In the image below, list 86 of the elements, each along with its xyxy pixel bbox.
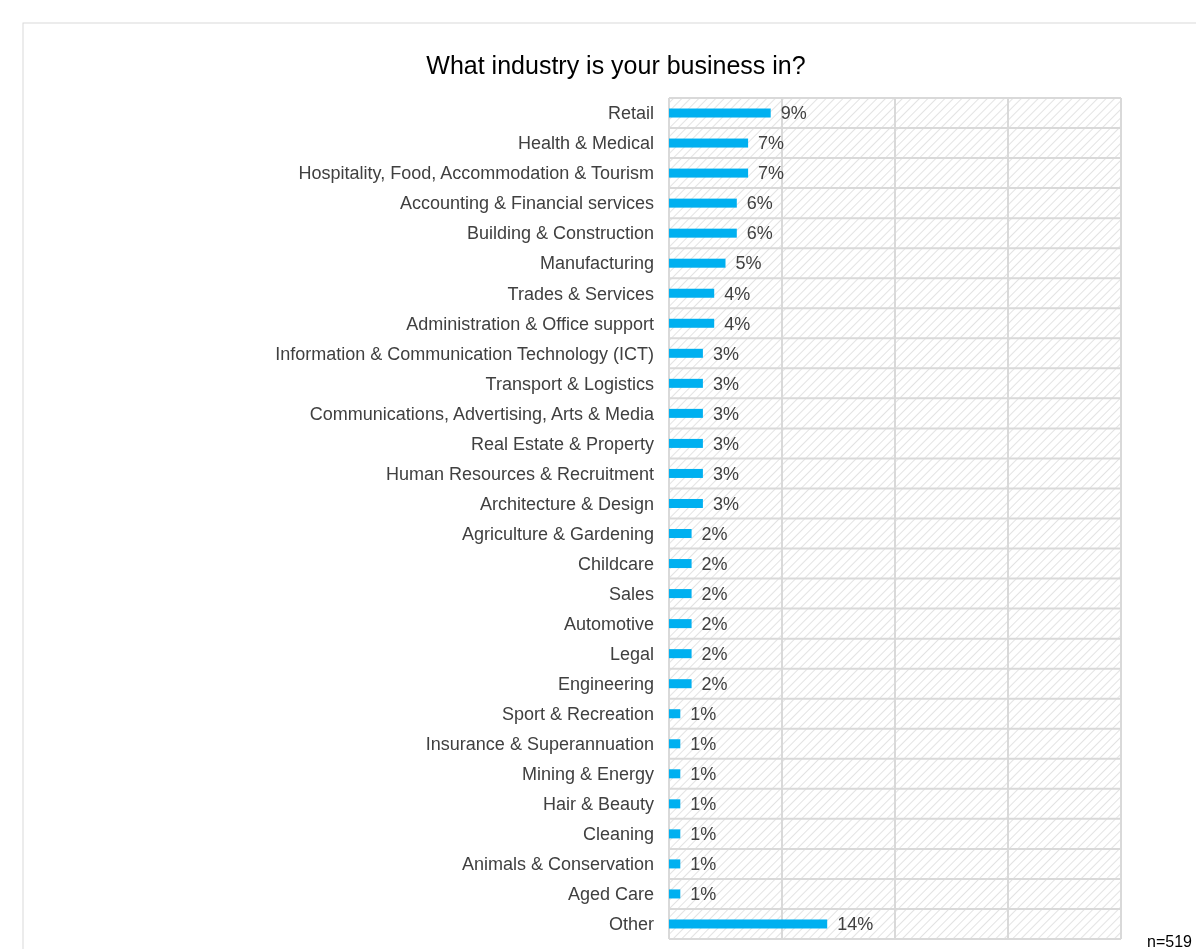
data-label: 3%	[712, 343, 739, 364]
bar	[669, 829, 681, 839]
bar	[669, 799, 681, 809]
y-tick-label: Automotive	[563, 613, 654, 634]
y-tick-label: Health & Medical	[517, 133, 654, 154]
data-label: 9%	[780, 103, 807, 124]
y-tick-label: Hospitality, Food, Accommodation & Tourism	[298, 163, 654, 184]
data-label: 7%	[758, 163, 785, 184]
data-label: 2%	[701, 583, 728, 604]
data-label: 3%	[712, 433, 739, 454]
bar	[669, 468, 703, 478]
data-label: 1%	[690, 794, 717, 815]
y-tick-label: Human Resources & Recruitment	[385, 463, 654, 484]
bar	[669, 589, 692, 599]
data-label: 4%	[724, 313, 751, 334]
y-tick-label: Administration & Office support	[406, 313, 654, 334]
bar	[669, 288, 715, 298]
y-tick-label: Information & Communication Technology (ICT)	[275, 343, 654, 364]
data-label: 1%	[690, 704, 717, 725]
bar	[669, 168, 749, 178]
data-label: 1%	[690, 854, 717, 875]
y-tick-label: Building & Construction	[466, 223, 654, 244]
y-tick-label: Legal	[609, 643, 654, 664]
y-tick-label: Trades & Services	[507, 283, 654, 304]
data-label: 3%	[712, 493, 739, 514]
bar	[669, 559, 692, 569]
data-label: 3%	[712, 403, 739, 424]
bar	[669, 108, 771, 118]
bar	[669, 739, 681, 749]
bar	[669, 619, 692, 629]
data-label: 2%	[701, 553, 728, 574]
bar	[669, 138, 749, 148]
y-tick-label: Transport & Logistics	[485, 373, 654, 394]
bar	[669, 438, 703, 448]
y-tick-label: Real Estate & Property	[470, 433, 654, 454]
bar	[669, 498, 703, 508]
data-label: 6%	[746, 193, 773, 214]
text: n=519	[1147, 933, 1193, 949]
data-label: 3%	[712, 463, 739, 484]
data-label: 3%	[712, 373, 739, 394]
y-tick-label: Insurance & Superannuation	[425, 734, 654, 755]
bar	[669, 679, 692, 689]
bar	[669, 228, 737, 238]
data-label: 2%	[701, 674, 728, 694]
y-tick-label: Sport & Recreation	[501, 704, 654, 725]
data-label: 4%	[724, 283, 751, 304]
bar	[669, 889, 681, 899]
bar	[669, 348, 703, 358]
data-label: 7%	[758, 133, 785, 154]
y-tick-label: Sales	[608, 583, 654, 604]
data-label: 2%	[701, 643, 728, 664]
y-tick-label: Animals & Conservation	[461, 854, 654, 875]
bar	[669, 919, 828, 929]
y-tick-label: Engineering	[557, 674, 654, 694]
bar	[669, 769, 681, 779]
data-label: 5%	[735, 253, 762, 274]
data-label: 1%	[690, 824, 717, 845]
y-tick-label: Aged Care	[567, 884, 654, 905]
y-tick-label: Hair & Beauty	[542, 794, 654, 815]
bar	[669, 709, 681, 719]
data-label: 14%	[837, 914, 874, 935]
y-tick-label: Childcare	[577, 553, 654, 574]
data-label: 1%	[690, 764, 717, 785]
data-label: 1%	[690, 884, 717, 905]
y-tick-label: Other	[608, 914, 654, 935]
chart-title: What industry is your business in?	[426, 51, 806, 79]
data-label: 2%	[701, 613, 728, 634]
data-label: 6%	[746, 223, 773, 244]
data-label: 1%	[690, 734, 717, 755]
bar	[669, 318, 715, 328]
y-tick-label: Accounting & Financial services	[399, 193, 654, 214]
bar	[669, 859, 681, 869]
bar	[669, 529, 692, 539]
y-tick-label: Cleaning	[582, 824, 654, 845]
y-tick-label: Communications, Advertising, Arts & Media	[309, 403, 655, 424]
data-label: 2%	[701, 523, 728, 544]
bar	[669, 649, 692, 659]
y-tick-label: Architecture & Design	[479, 493, 654, 514]
bar	[669, 408, 703, 418]
y-tick-label: Manufacturing	[539, 253, 654, 274]
bar	[669, 258, 726, 268]
y-tick-label: Agriculture & Gardening	[461, 523, 654, 544]
y-tick-label: Retail	[607, 103, 654, 124]
bar	[669, 198, 737, 208]
y-tick-label: Mining & Energy	[521, 764, 654, 785]
bar	[669, 378, 703, 388]
